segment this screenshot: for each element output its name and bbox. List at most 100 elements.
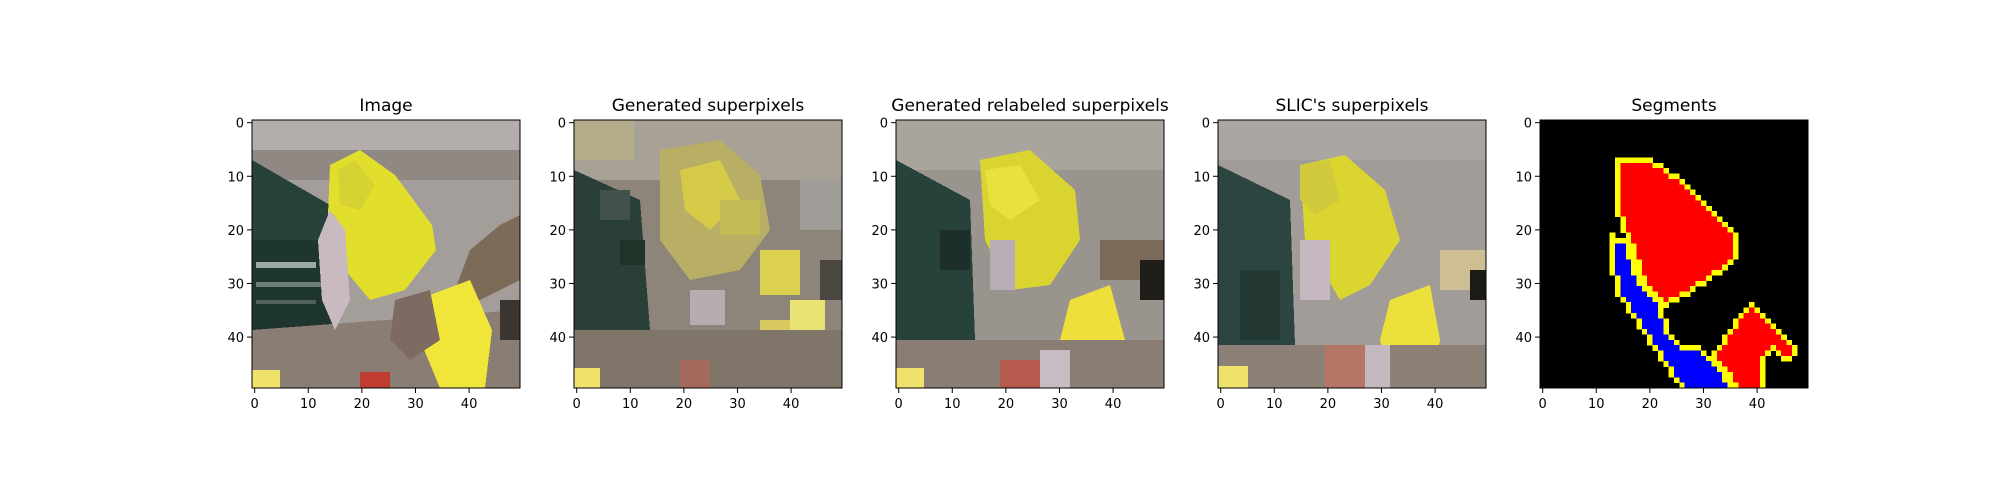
segment-red-pixel bbox=[1684, 221, 1691, 228]
segment-red-pixel bbox=[1727, 248, 1734, 255]
segment-red-pixel bbox=[1674, 195, 1680, 201]
segment-red-pixel bbox=[1749, 312, 1755, 319]
segment-mask bbox=[1540, 120, 1808, 389]
segment-blue-pixel bbox=[1647, 296, 1653, 303]
segment-blue-pixel bbox=[1674, 366, 1680, 373]
segment-red-pixel bbox=[1652, 275, 1659, 282]
segment-blue-pixel bbox=[1663, 334, 1669, 341]
segment-red-pixel bbox=[1727, 237, 1734, 244]
segment-red-pixel bbox=[1679, 259, 1686, 266]
segment-red-pixel bbox=[1706, 254, 1712, 260]
segment-blue-pixel bbox=[1615, 259, 1621, 266]
segment-red-pixel bbox=[1663, 184, 1669, 190]
segment-red-pixel bbox=[1684, 259, 1691, 266]
segment-boundary-pixel bbox=[1668, 334, 1675, 341]
segment-red-pixel bbox=[1690, 243, 1696, 249]
segment-red-pixel bbox=[1684, 248, 1691, 255]
segment-red-pixel bbox=[1641, 248, 1648, 255]
segment-red-pixel bbox=[1738, 350, 1744, 357]
segment-boundary-pixel bbox=[1759, 371, 1766, 378]
y-tick-label: 10 bbox=[871, 170, 888, 185]
panel-title: Segments bbox=[1631, 96, 1717, 116]
segment-red-pixel bbox=[1620, 162, 1627, 169]
segment-red-pixel bbox=[1652, 254, 1659, 260]
segment-boundary-pixel bbox=[1700, 280, 1707, 287]
segment-blue-pixel bbox=[1684, 350, 1691, 357]
segment-red-pixel bbox=[1700, 248, 1707, 255]
x-tick-label: 20 bbox=[998, 397, 1015, 412]
segment-red-pixel bbox=[1749, 377, 1755, 383]
segment-red-pixel bbox=[1684, 280, 1691, 287]
segment-blue-pixel bbox=[1641, 323, 1648, 330]
segment-boundary-pixel bbox=[1732, 318, 1739, 324]
panel-slic-superpixels: SLIC's superpixels bbox=[1217, 96, 1487, 389]
segment-red-pixel bbox=[1695, 248, 1702, 255]
y-tick-label: 10 bbox=[549, 170, 566, 185]
segment-red-pixel bbox=[1754, 377, 1761, 383]
segment-red-pixel bbox=[1743, 361, 1750, 367]
segment-red-pixel bbox=[1695, 270, 1702, 276]
segment-red-pixel bbox=[1657, 189, 1664, 196]
segment-red-pixel bbox=[1770, 339, 1777, 346]
segment-red-pixel bbox=[1631, 189, 1637, 196]
segment-red-pixel bbox=[1727, 355, 1734, 362]
segment-blue-pixel bbox=[1641, 318, 1648, 324]
segment-blue-pixel bbox=[1657, 318, 1664, 324]
segment-blue-pixel bbox=[1652, 334, 1659, 341]
segment-blue-pixel bbox=[1625, 275, 1632, 282]
segment-red-pixel bbox=[1674, 221, 1680, 228]
segment-boundary-pixel bbox=[1625, 243, 1632, 249]
segment-red-pixel bbox=[1636, 248, 1643, 255]
segment-red-pixel bbox=[1652, 184, 1659, 190]
segment-blue-pixel bbox=[1716, 377, 1723, 383]
segment-blue-pixel bbox=[1641, 312, 1648, 319]
segment-red-pixel bbox=[1716, 264, 1723, 271]
segment-red-pixel bbox=[1641, 162, 1648, 169]
segment-boundary-pixel bbox=[1609, 259, 1616, 266]
segment-red-pixel bbox=[1716, 259, 1723, 266]
segment-boundary-pixel bbox=[1716, 345, 1723, 351]
y-tick-label: 40 bbox=[549, 331, 566, 346]
segment-red-pixel bbox=[1732, 350, 1739, 357]
axes-ticks: 0 10 20 30 40 0 10 20 30 40 0 10 20 30 40 0 10 20 30 40 0 10 2… bbox=[227, 117, 1765, 412]
segment-blue-pixel bbox=[1711, 371, 1718, 378]
segment-red-pixel bbox=[1620, 211, 1627, 217]
segment-boundary-pixel bbox=[1615, 200, 1621, 207]
segment-red-pixel bbox=[1663, 195, 1669, 201]
segment-boundary-pixel bbox=[1759, 355, 1766, 362]
segment-red-pixel bbox=[1636, 232, 1643, 239]
segment-red-pixel bbox=[1684, 216, 1691, 223]
segment-red-pixel bbox=[1679, 237, 1686, 244]
segment-boundary-pixel bbox=[1716, 216, 1723, 223]
segment-boundary-pixel bbox=[1711, 270, 1718, 276]
segment-blue-pixel bbox=[1690, 366, 1696, 373]
segment-red-pixel bbox=[1695, 254, 1702, 260]
segment-red-pixel bbox=[1732, 334, 1739, 341]
segment-red-pixel bbox=[1754, 350, 1761, 357]
segment-red-pixel bbox=[1695, 264, 1702, 271]
segment-red-pixel bbox=[1727, 345, 1734, 351]
segment-blue-pixel bbox=[1647, 329, 1653, 335]
segment-boundary-pixel bbox=[1781, 355, 1787, 362]
segment-red-pixel bbox=[1690, 259, 1696, 266]
y-tick-label: 20 bbox=[871, 224, 888, 239]
segment-red-pixel bbox=[1727, 334, 1734, 341]
segment-boundary-pixel bbox=[1711, 211, 1718, 217]
segment-boundary-pixel bbox=[1711, 361, 1718, 367]
segment-red-pixel bbox=[1695, 216, 1702, 223]
segment-red-pixel bbox=[1754, 382, 1761, 389]
segment-boundary-pixel bbox=[1647, 339, 1653, 346]
segment-red-pixel bbox=[1668, 259, 1675, 266]
segment-blue-pixel bbox=[1695, 377, 1702, 383]
segment-red-pixel bbox=[1716, 243, 1723, 249]
segment-red-pixel bbox=[1625, 211, 1632, 217]
segment-red-pixel bbox=[1625, 178, 1632, 185]
segment-boundary-pixel bbox=[1609, 237, 1616, 244]
segment-red-pixel bbox=[1668, 178, 1675, 185]
segment-red-pixel bbox=[1625, 173, 1632, 180]
segment-red-pixel bbox=[1636, 195, 1643, 201]
segment-boundary-pixel bbox=[1679, 178, 1686, 185]
segment-boundary-pixel bbox=[1749, 302, 1755, 308]
segment-boundary-pixel bbox=[1690, 345, 1696, 351]
segment-boundary-pixel bbox=[1722, 371, 1728, 378]
